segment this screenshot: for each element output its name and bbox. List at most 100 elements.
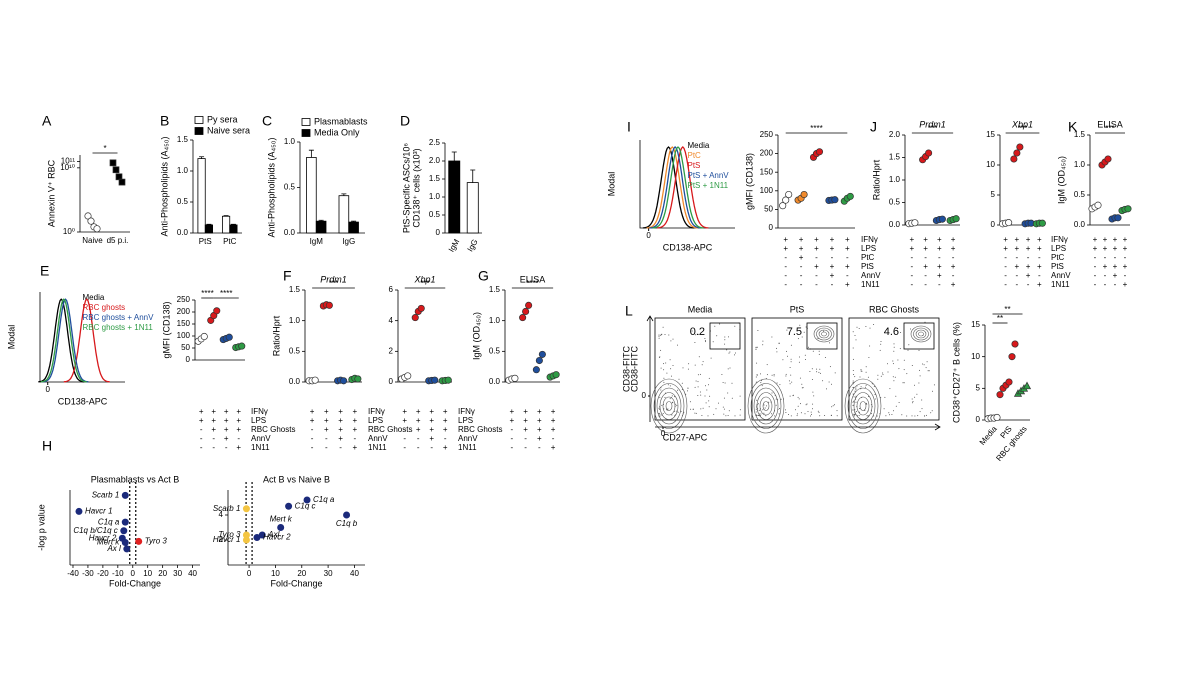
- event-dot: [762, 409, 764, 411]
- y-arrow: [646, 315, 654, 422]
- plot-frame: [751, 317, 843, 421]
- y-axis-label: PtS-Specific ASCs/10⁶: [401, 143, 411, 234]
- event-dot: [779, 384, 781, 386]
- condition-mark: -: [212, 443, 215, 452]
- significance-label: **: [997, 314, 1003, 323]
- condition-mark: +: [310, 407, 315, 416]
- event-dot: [694, 342, 696, 343]
- condition-mark: -: [200, 443, 203, 452]
- event-dot: [755, 346, 757, 348]
- event-dot: [803, 331, 805, 333]
- event-dot: [787, 355, 788, 357]
- event-dot: [785, 412, 787, 413]
- event-dot: [757, 403, 759, 405]
- event-dot: [797, 338, 799, 340]
- condition-mark: -: [1094, 262, 1097, 271]
- condition-mark: -: [1124, 253, 1127, 262]
- x-tick-label: -20: [97, 569, 109, 578]
- event-dot: [734, 354, 735, 356]
- event-dot: [662, 326, 664, 328]
- event-dot: [852, 358, 854, 360]
- data-point: [511, 374, 519, 382]
- event-dot: [866, 403, 868, 405]
- chart-title: ELISA: [520, 274, 546, 284]
- significance-label: ***: [329, 279, 338, 288]
- contour: [747, 378, 785, 434]
- event-dot: [714, 325, 716, 327]
- event-dot: [875, 398, 877, 400]
- event-dot: [735, 352, 736, 354]
- event-dot: [918, 382, 920, 384]
- event-dot: [695, 380, 697, 382]
- event-dot: [831, 383, 832, 385]
- data-point: [1022, 381, 1032, 390]
- condition-mark: +: [923, 244, 928, 253]
- event-dot: [725, 415, 727, 417]
- event-dot: [811, 368, 813, 370]
- event-dot: [660, 389, 662, 391]
- panel-label: F: [283, 268, 292, 284]
- event-dot: [923, 364, 925, 366]
- event-dot: [700, 394, 702, 396]
- event-dot: [788, 380, 790, 382]
- event-dot: [792, 395, 794, 397]
- condition-mark: -: [1114, 253, 1117, 262]
- condition-mark: +: [443, 425, 448, 434]
- condition-mark: +: [236, 443, 241, 452]
- gate: [903, 322, 935, 350]
- event-dot: [723, 413, 725, 415]
- data-point: [800, 190, 808, 199]
- event-dot: [816, 371, 818, 373]
- condition-mark: +: [443, 407, 448, 416]
- event-dot: [669, 359, 671, 361]
- y-tick-label: 5: [976, 383, 981, 392]
- condition-mark: -: [339, 443, 342, 452]
- event-dot: [852, 347, 854, 349]
- point-label: Ax l: [106, 544, 121, 553]
- y-axis-label: Modal: [6, 325, 16, 350]
- condition-mark: +: [830, 271, 835, 280]
- event-dot: [852, 331, 854, 333]
- event-dot: [889, 388, 891, 390]
- event-dot: [661, 333, 663, 335]
- data-point: [354, 375, 362, 383]
- condition-name: RBC Ghosts: [251, 425, 295, 434]
- event-dot: [867, 415, 869, 417]
- y-tick-label: 1.5: [1074, 130, 1086, 139]
- event-dot: [853, 374, 855, 375]
- data-point: [1124, 205, 1132, 213]
- event-dot: [677, 411, 679, 413]
- condition-mark: +: [443, 416, 448, 425]
- condition-name: AnnV: [251, 434, 271, 443]
- data-point: [785, 190, 793, 199]
- y-tick-label: 10⁰: [63, 227, 75, 236]
- condition-mark: +: [429, 407, 434, 416]
- condition-name: LPS: [861, 244, 876, 253]
- condition-mark: -: [403, 434, 406, 443]
- legend-label: RBC ghosts + AnnV: [83, 313, 155, 322]
- contour: [859, 401, 867, 411]
- event-dot: [766, 364, 768, 366]
- event-dot: [800, 403, 801, 405]
- condition-mark: +: [1015, 262, 1020, 271]
- condition-mark: +: [1015, 235, 1020, 244]
- plot-frame: [848, 317, 940, 421]
- condition-mark: +: [814, 262, 819, 271]
- event-dot: [813, 395, 815, 397]
- event-dot: [836, 415, 838, 417]
- y-tick-label: 1.5: [489, 285, 501, 294]
- histogram-curve: [38, 298, 85, 383]
- bar: [348, 221, 359, 234]
- contour: [813, 325, 835, 343]
- y-tick-label: 0.0: [284, 228, 296, 237]
- event-dot: [675, 410, 677, 412]
- event-dot: [788, 414, 789, 415]
- event-dot: [727, 368, 729, 370]
- event-dot: [724, 382, 726, 384]
- significance-label: ***: [1105, 124, 1114, 133]
- condition-mark: +: [510, 416, 515, 425]
- y-tick-label: 250: [760, 130, 774, 139]
- panel-label: L: [625, 303, 633, 319]
- event-dot: [789, 327, 791, 329]
- y-tick-label: 0.0: [1074, 220, 1086, 229]
